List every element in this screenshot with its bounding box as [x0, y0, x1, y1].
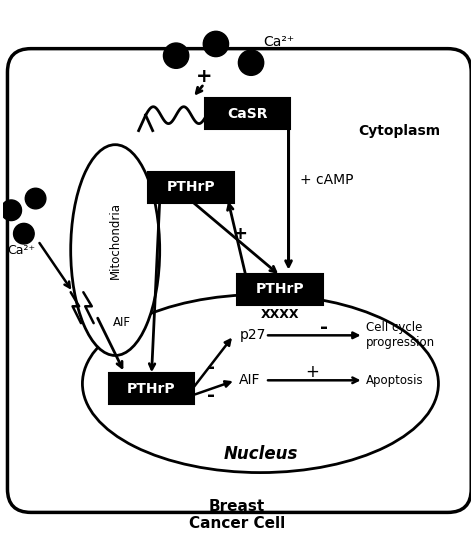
Text: Apoptosis: Apoptosis [366, 374, 423, 387]
Text: +: + [305, 363, 319, 381]
Circle shape [164, 43, 189, 68]
Text: p27: p27 [239, 328, 266, 342]
Circle shape [25, 188, 46, 209]
Text: Mitochondria: Mitochondria [109, 202, 122, 279]
Text: +: + [232, 225, 247, 243]
Text: AIF: AIF [239, 373, 261, 387]
Text: -: - [319, 318, 328, 337]
Text: Cell cycle
progression: Cell cycle progression [366, 321, 435, 350]
Text: +: + [196, 67, 212, 86]
Text: PTHrP: PTHrP [127, 382, 176, 395]
Text: + cAMP: + cAMP [300, 173, 354, 187]
Text: Ca²⁺: Ca²⁺ [263, 34, 294, 49]
Text: CaSR: CaSR [227, 107, 267, 121]
Text: Cytoplasm: Cytoplasm [359, 124, 441, 138]
Circle shape [203, 31, 228, 56]
FancyBboxPatch shape [148, 172, 234, 203]
FancyBboxPatch shape [205, 98, 291, 129]
Text: XXXX: XXXX [261, 308, 300, 321]
Circle shape [1, 200, 21, 220]
Text: Breast
Cancer Cell: Breast Cancer Cell [189, 498, 285, 531]
FancyBboxPatch shape [109, 373, 194, 404]
Ellipse shape [71, 144, 160, 356]
Circle shape [14, 223, 34, 244]
Text: PTHrP: PTHrP [256, 282, 305, 296]
FancyBboxPatch shape [237, 274, 323, 305]
Text: PTHrP: PTHrP [167, 181, 216, 194]
Circle shape [238, 50, 264, 75]
Text: AIF: AIF [113, 316, 131, 329]
Text: Nucleus: Nucleus [223, 445, 298, 463]
Text: -: - [207, 386, 215, 405]
Ellipse shape [82, 295, 438, 473]
FancyBboxPatch shape [8, 49, 471, 513]
Text: Ca²⁺: Ca²⁺ [8, 243, 36, 257]
Text: -: - [207, 358, 215, 377]
